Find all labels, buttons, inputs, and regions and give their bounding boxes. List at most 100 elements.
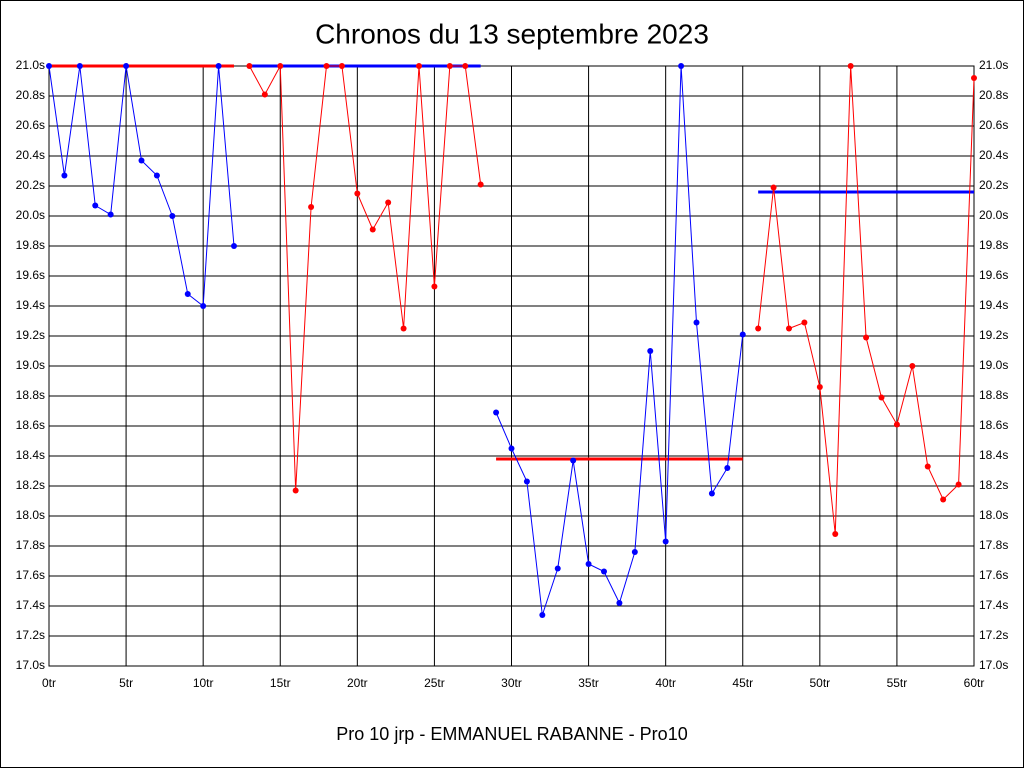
data-point — [76, 63, 83, 69]
y-tick-label: 18.0s — [16, 508, 45, 522]
data-point — [955, 481, 962, 488]
data-point — [400, 325, 407, 332]
y-tick-label: 18.6s — [16, 418, 45, 432]
data-point — [200, 303, 207, 309]
x-tick-label: 5tr — [119, 676, 133, 690]
y-tick-label: 17.0s — [16, 658, 45, 672]
y-tick-label: 18.8s — [16, 388, 45, 402]
x-tick-label: 0tr — [42, 676, 56, 690]
y-tick-label-right: 20.0s — [979, 208, 1008, 222]
data-point — [184, 291, 191, 297]
data-point — [477, 181, 484, 188]
y-tick-label: 17.2s — [16, 628, 45, 642]
data-point — [847, 63, 854, 69]
y-tick-label-right: 17.4s — [979, 598, 1008, 612]
data-point — [369, 226, 376, 233]
data-point — [570, 457, 577, 464]
y-tick-label-right: 20.4s — [979, 148, 1008, 162]
data-point — [770, 184, 777, 191]
y-tick-label: 19.6s — [16, 268, 45, 282]
data-point — [816, 384, 823, 390]
x-tick-label: 30tr — [501, 676, 522, 690]
y-tick-label: 17.4s — [16, 598, 45, 612]
data-point — [893, 421, 900, 428]
y-tick-label: 18.2s — [16, 478, 45, 492]
y-tick-label: 20.4s — [16, 148, 45, 162]
y-tick-label: 20.0s — [16, 208, 45, 222]
y-tick-label: 20.8s — [16, 88, 45, 102]
data-point — [585, 561, 592, 567]
data-point — [215, 63, 222, 69]
data-point — [786, 325, 792, 332]
y-tick-label: 19.4s — [16, 298, 45, 312]
data-point — [724, 465, 731, 471]
y-tick-label-right: 18.4s — [979, 448, 1008, 462]
y-tick-label-right: 19.4s — [979, 298, 1008, 312]
y-tick-label-right: 20.8s — [979, 88, 1008, 102]
y-tick-label: 19.0s — [16, 358, 45, 372]
data-point — [431, 283, 438, 290]
y-tick-label-right: 17.6s — [979, 568, 1008, 582]
data-point — [246, 63, 253, 69]
data-point — [508, 445, 515, 452]
data-point — [678, 63, 685, 69]
data-point — [940, 496, 947, 503]
y-tick-label-right: 17.0s — [979, 658, 1008, 672]
data-point — [462, 63, 469, 69]
x-tick-label: 15tr — [270, 676, 291, 690]
data-point — [416, 63, 422, 69]
data-point — [601, 568, 607, 575]
data-point — [107, 211, 114, 218]
y-tick-label-right: 20.2s — [979, 178, 1008, 192]
data-point — [323, 63, 330, 69]
data-point — [231, 243, 237, 249]
y-tick-label-right: 18.2s — [979, 478, 1008, 492]
y-tick-label-right: 19.2s — [979, 328, 1008, 342]
data-point — [755, 325, 762, 332]
y-tick-label: 18.4s — [16, 448, 45, 462]
data-point — [385, 199, 392, 206]
chart-title: Chronos du 13 septembre 2023 — [315, 18, 709, 49]
data-point — [338, 63, 345, 69]
y-tick-label-right: 20.6s — [979, 118, 1008, 132]
x-axis-label: Pro 10 jrp - EMMANUEL RABANNE - Pro10 — [336, 724, 687, 744]
x-tick-label: 35tr — [578, 676, 599, 690]
y-tick-label-right: 21.0s — [979, 58, 1008, 72]
x-tick-label: 25tr — [424, 676, 445, 690]
x-tick-label: 50tr — [809, 676, 830, 690]
y-tick-label-right: 17.8s — [979, 538, 1008, 552]
y-tick-label-right: 18.0s — [979, 508, 1008, 522]
data-point — [153, 172, 160, 179]
y-tick-label: 17.6s — [16, 568, 45, 582]
y-tick-label: 17.8s — [16, 538, 45, 552]
data-point — [801, 319, 808, 326]
data-point — [46, 63, 52, 69]
data-point — [308, 204, 315, 210]
y-tick-label-right: 18.8s — [979, 388, 1008, 402]
data-point — [924, 463, 931, 470]
data-point — [261, 91, 268, 98]
data-point — [909, 363, 916, 369]
y-tick-label-right: 19.0s — [979, 358, 1008, 372]
y-tick-label: 21.0s — [16, 58, 45, 72]
y-tick-label: 20.6s — [16, 118, 45, 132]
data-point — [61, 172, 68, 179]
plot-area — [48, 65, 975, 667]
data-point — [616, 600, 623, 606]
data-point — [693, 319, 700, 326]
data-point — [169, 213, 176, 219]
data-point — [354, 190, 361, 197]
data-point — [647, 348, 654, 354]
x-tick-label: 45tr — [732, 676, 753, 690]
data-point — [138, 157, 145, 164]
data-point — [123, 63, 130, 69]
data-point — [523, 478, 530, 485]
data-point — [292, 487, 299, 494]
data-point — [662, 538, 669, 545]
y-tick-label: 20.2s — [16, 178, 45, 192]
data-point — [554, 565, 561, 572]
data-point — [863, 334, 870, 341]
x-tick-label: 20tr — [347, 676, 368, 690]
data-point — [493, 409, 500, 416]
